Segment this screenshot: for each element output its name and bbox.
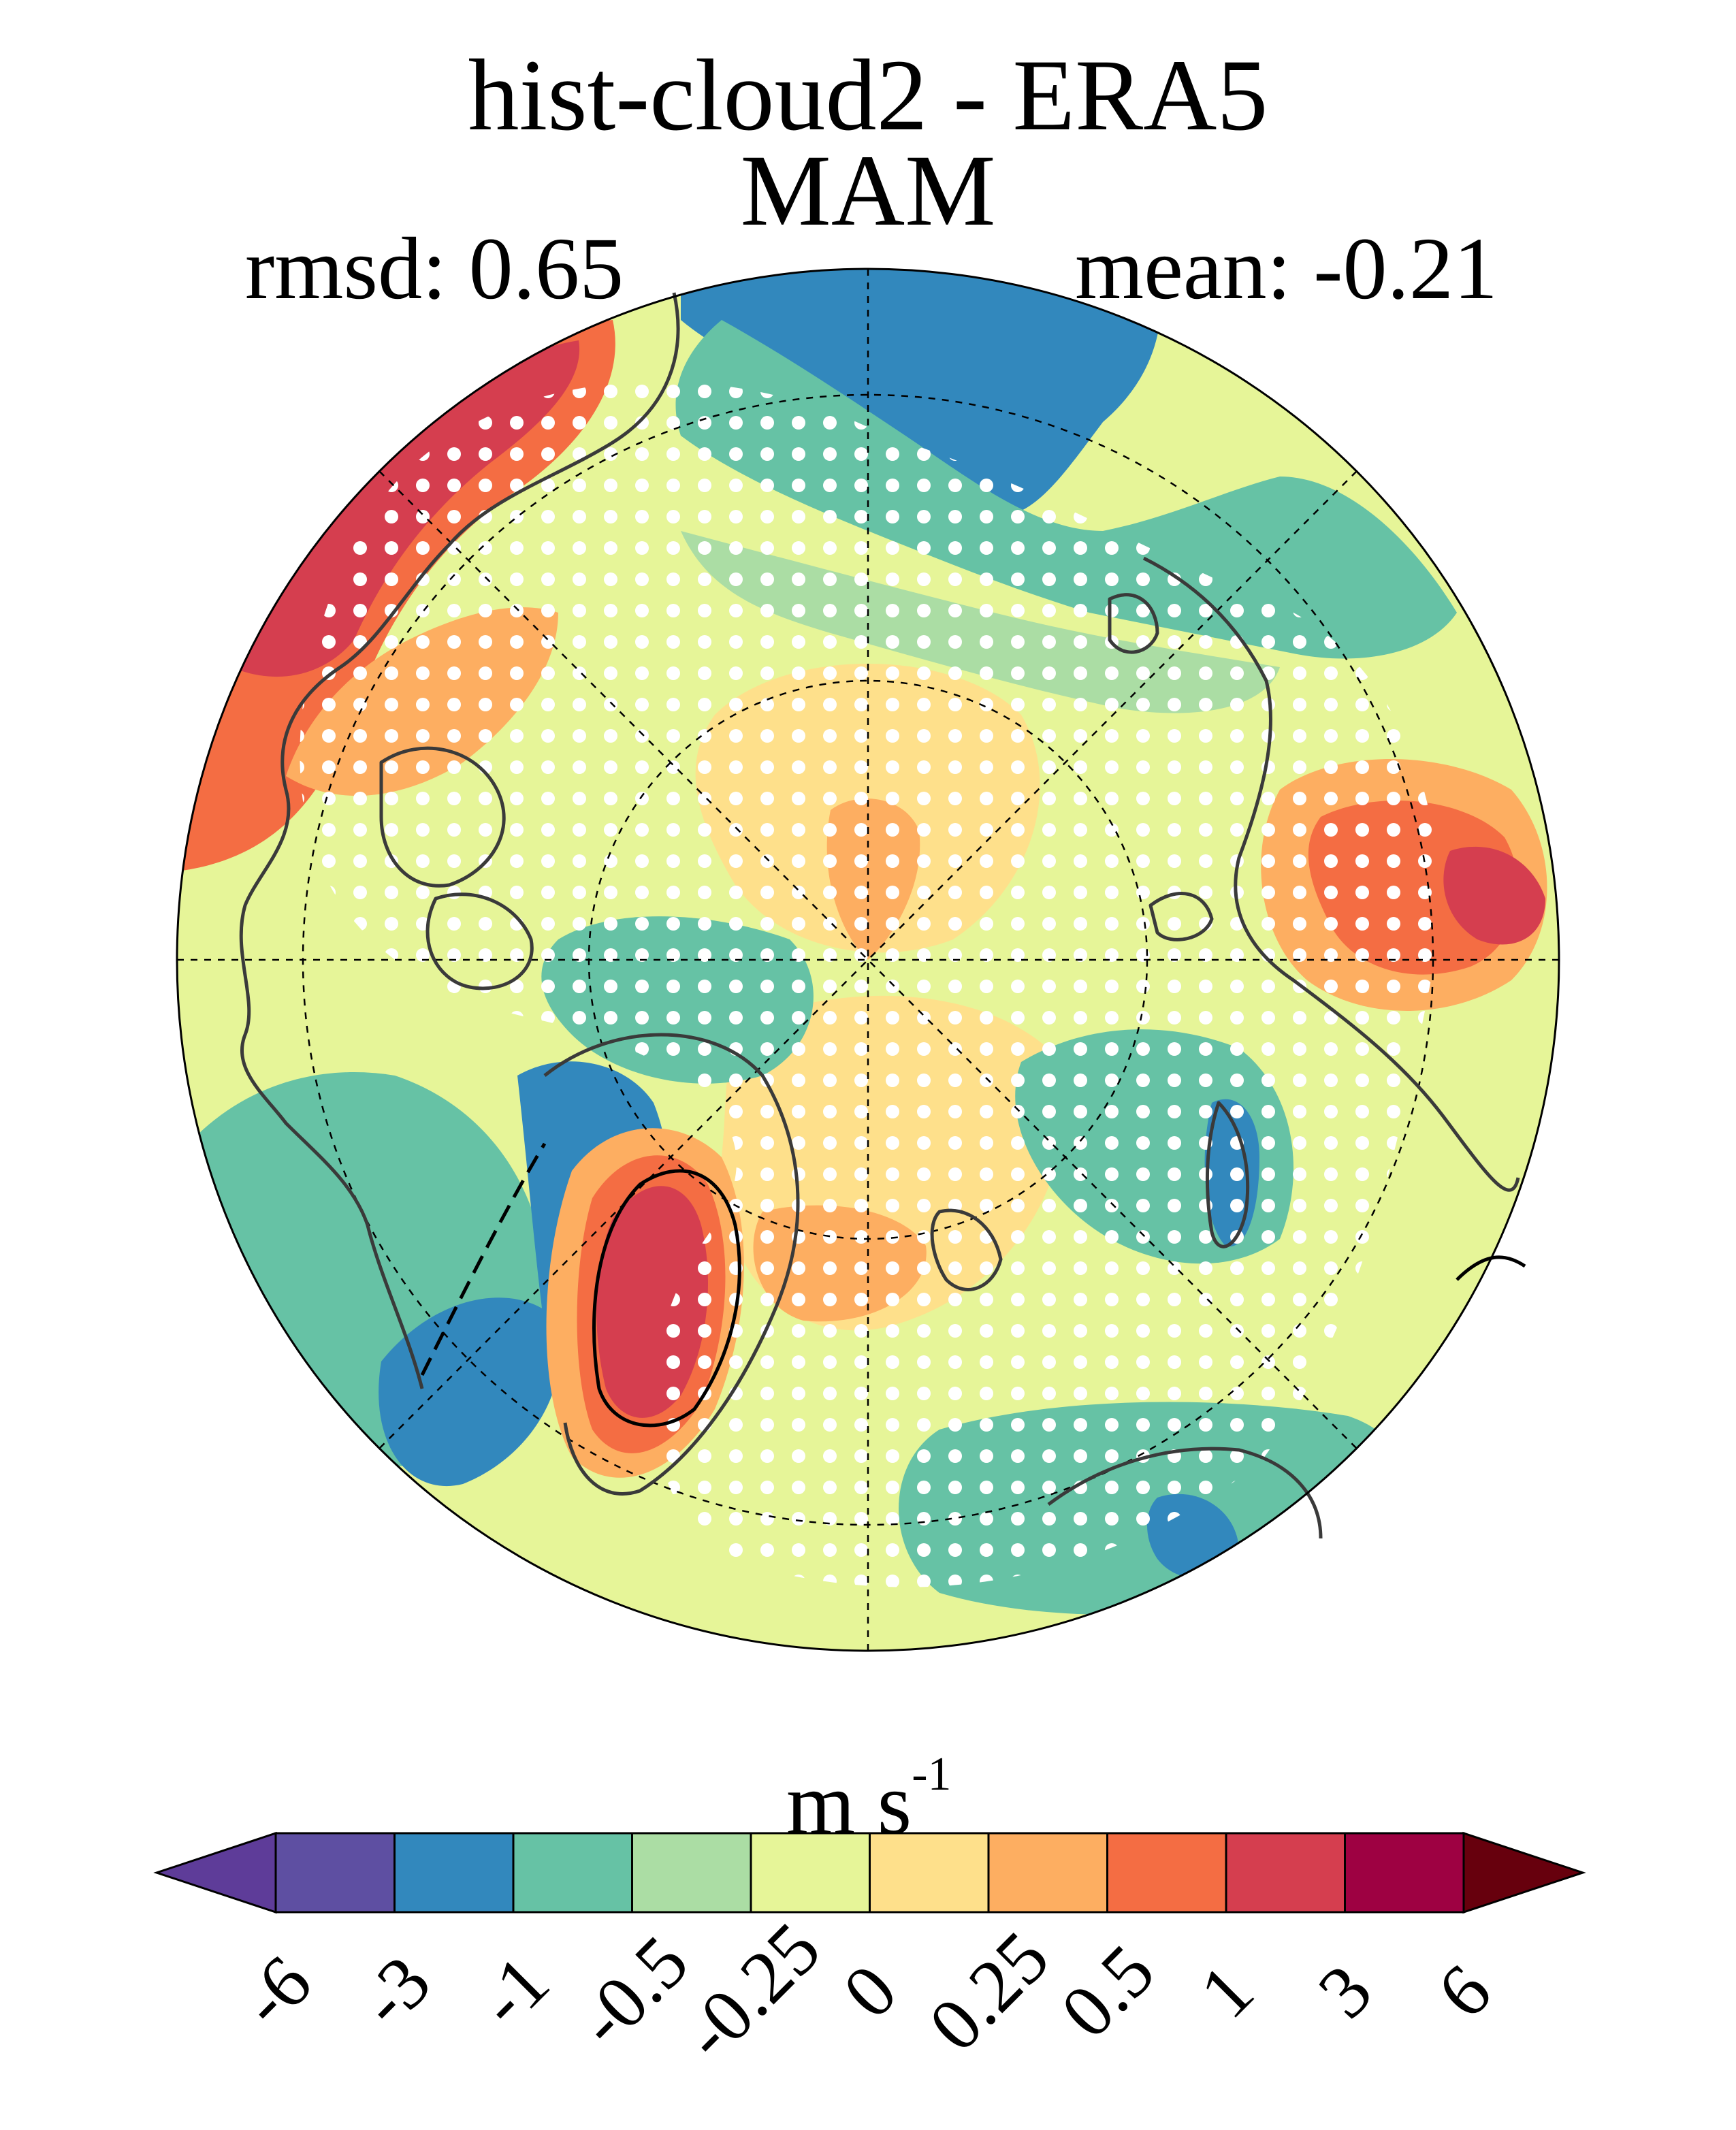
- colorbar-bin-0: [274, 1832, 396, 1914]
- map-disk: [177, 269, 1559, 1651]
- colorbar-bin-6: [987, 1832, 1108, 1914]
- colorbar-bin-1: [393, 1832, 515, 1914]
- graticule: [177, 269, 1559, 1651]
- unit-base: m s: [786, 1755, 912, 1853]
- title-line-2: MAM: [740, 134, 996, 247]
- colorbar-bin-9: [1344, 1832, 1465, 1914]
- colorbar-unit-label: m s-1: [786, 1750, 952, 1848]
- colorbar-bin-5: [869, 1832, 990, 1914]
- coastline-east-siberia: [1108, 593, 1214, 941]
- coastline-scandinavia: [1047, 1447, 1323, 1539]
- coastline-novaya-zemlya: [1205, 1101, 1250, 1248]
- field-crimson-east: [1443, 846, 1545, 945]
- unit-exponent: -1: [912, 1747, 952, 1801]
- contour-lines: [420, 1142, 1526, 1427]
- colorbar-extend-high: [1462, 1831, 1586, 1914]
- title-line-1: hist-cloud2 - ERA5: [468, 39, 1268, 152]
- field-blue-west: [379, 1297, 561, 1487]
- field-teal-north: [675, 320, 1457, 659]
- map-outline: [176, 268, 1560, 1652]
- mean-stat: mean: -0.21: [1075, 220, 1498, 318]
- coastline-siberia: [1142, 556, 1520, 1192]
- colorbar-extend-low: [153, 1831, 277, 1914]
- colorbar: [153, 1831, 1586, 1914]
- latitude-circle-outer: [302, 393, 1434, 1526]
- colorbar-bin-2: [512, 1832, 633, 1914]
- rmsd-stat: rmsd: 0.65: [245, 220, 624, 318]
- colorbar-bin-4: [750, 1832, 871, 1914]
- coastline-arctic-archipelago: [379, 746, 534, 990]
- coastlines: [239, 292, 1520, 1539]
- colorbar-bin-7: [1106, 1832, 1227, 1914]
- colorbar-bin-3: [631, 1832, 752, 1914]
- contour-east-edge: [1456, 1255, 1526, 1281]
- coastline-north-america: [239, 292, 680, 1389]
- colorbar-bin-8: [1225, 1832, 1346, 1914]
- field-blue-north: [681, 269, 1161, 517]
- contour-west-dashed: [420, 1142, 547, 1376]
- coastline-svalbard: [930, 1208, 1003, 1291]
- contour-greenland: [592, 1169, 741, 1427]
- coastline-greenland: [543, 1033, 800, 1496]
- latitude-circle-inner: [588, 679, 1148, 1240]
